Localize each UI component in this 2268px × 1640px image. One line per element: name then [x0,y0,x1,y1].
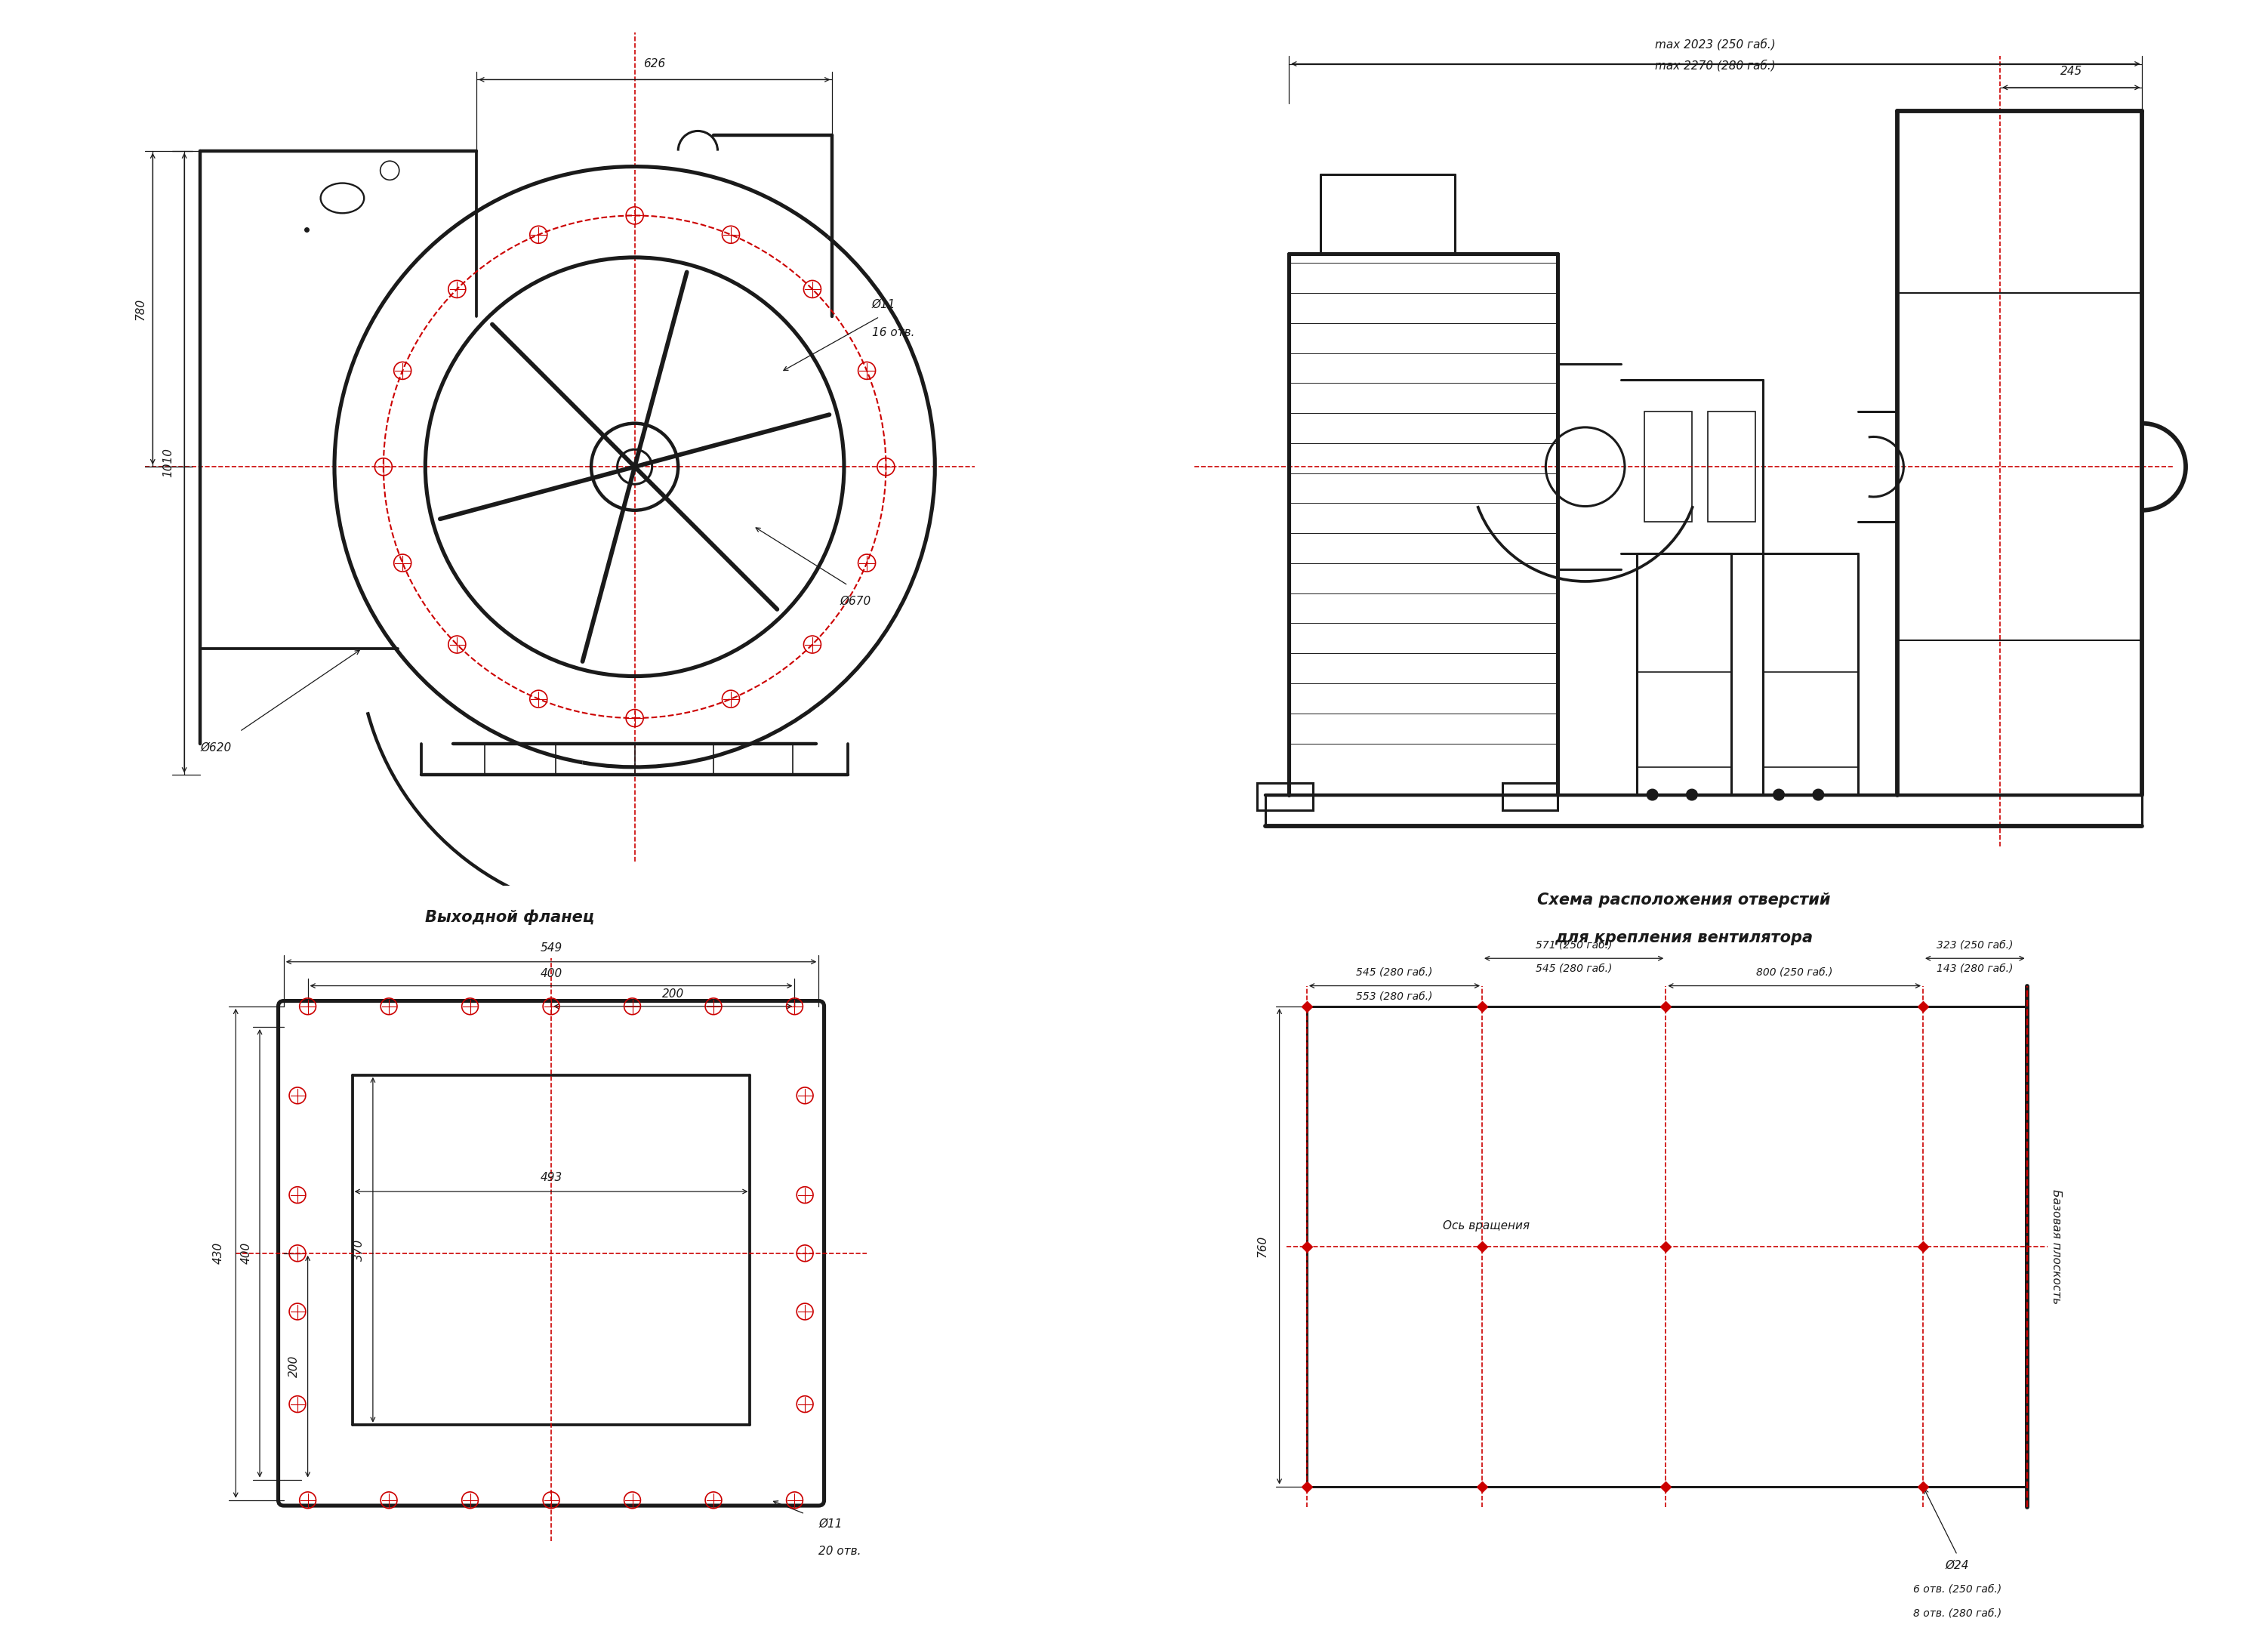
Text: 493: 493 [540,1173,562,1184]
Text: 400: 400 [540,968,562,979]
Text: Ø11: Ø11 [819,1519,841,1530]
Text: 626: 626 [644,57,665,69]
Text: 571 (250 габ.): 571 (250 габ.) [1535,940,1613,950]
Text: Базовая плоскость: Базовая плоскость [2050,1189,2062,1304]
Bar [1644,412,1692,522]
Text: 20 отв.: 20 отв. [819,1547,862,1558]
Text: 780: 780 [136,298,147,320]
Text: 545 (280 габ.): 545 (280 габ.) [1535,963,1613,974]
Bar [1501,782,1558,810]
Text: 323 (250 габ.): 323 (250 габ.) [1937,940,2014,950]
Text: 553 (280 габ.): 553 (280 габ.) [1356,991,1433,1002]
Text: Ø11: Ø11 [871,298,896,310]
Text: Выходной фланец: Выходной фланец [426,910,594,925]
Text: 1010: 1010 [163,448,175,477]
Text: 760: 760 [1256,1235,1268,1258]
Circle shape [1812,789,1823,800]
Text: 16 отв.: 16 отв. [871,326,914,338]
Circle shape [1647,789,1658,800]
Text: max 2270 (280 габ.): max 2270 (280 габ.) [1656,59,1776,71]
Text: 800 (250 габ.): 800 (250 габ.) [1755,968,1833,977]
Circle shape [1687,789,1696,800]
Text: 549: 549 [540,943,562,954]
Text: 430: 430 [213,1241,225,1264]
Text: 8 отв. (280 габ.): 8 отв. (280 габ.) [1914,1609,2000,1619]
Text: 370: 370 [354,1238,365,1261]
Text: 143 (280 габ.): 143 (280 габ.) [1937,963,2014,974]
Bar [1708,412,1755,522]
Text: max 2023 (250 габ.): max 2023 (250 габ.) [1656,38,1776,49]
Text: 545 (280 габ.): 545 (280 габ.) [1356,968,1433,977]
Text: 245: 245 [2059,66,2082,77]
Text: 400: 400 [240,1241,252,1264]
Circle shape [1774,789,1785,800]
Bar [1256,782,1313,810]
Text: 200: 200 [288,1355,299,1378]
Text: 200: 200 [662,989,685,1000]
Text: Ø24: Ø24 [1946,1560,1969,1571]
Text: Ось вращения: Ось вращения [1442,1220,1529,1232]
Text: Схема расположения отверстий: Схема расположения отверстий [1538,892,1830,907]
Text: для крепления вентилятора: для крепления вентилятора [1556,930,1812,945]
Text: Ø670: Ø670 [839,595,871,607]
Text: 6 отв. (250 габ.): 6 отв. (250 габ.) [1914,1584,2000,1594]
Text: Ø620: Ø620 [200,741,231,753]
